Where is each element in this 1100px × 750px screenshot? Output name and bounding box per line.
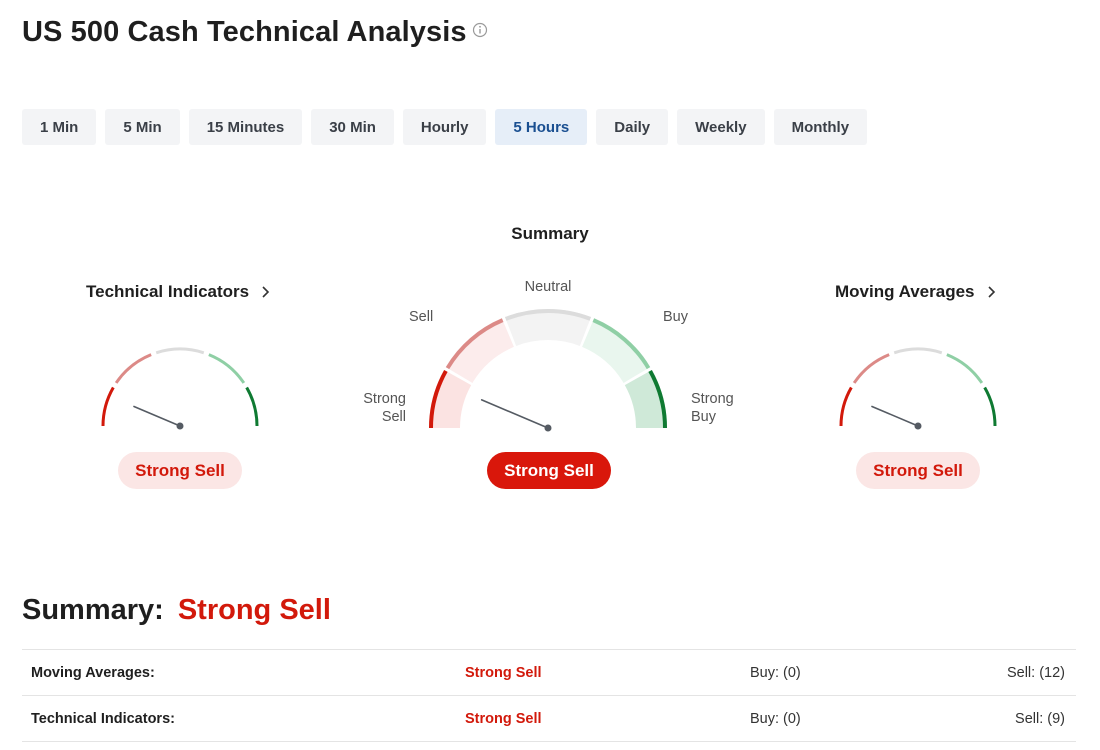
tab-monthly[interactable]: Monthly [773, 109, 868, 145]
gauge-pivot [914, 422, 922, 430]
row-name: Moving Averages: [31, 665, 155, 681]
gauge-band-buy [582, 318, 651, 383]
chevron-right-icon [262, 286, 270, 298]
tab-1-min[interactable]: 1 Min [22, 109, 97, 145]
moving-averages-title: Moving Averages [835, 282, 975, 301]
summary-verdict: Strong Sell [177, 594, 331, 626]
summary-table: Moving Averages: Strong Sell Buy: (0) Se… [22, 649, 1076, 742]
technical-indicators-gauge [101, 347, 259, 430]
row-buy-count: Buy: (0) [750, 711, 801, 727]
gauge-arc-strong-sell [101, 386, 115, 427]
gauge-label-sell: Sell [409, 309, 434, 325]
tab-15-minutes[interactable]: 15 Minutes [188, 109, 303, 145]
tab-hourly[interactable]: Hourly [402, 109, 487, 145]
gauge-needle [480, 399, 549, 429]
gauge-arc-neutral [504, 309, 592, 321]
summary-gauge [429, 309, 667, 432]
tab-daily[interactable]: Daily [596, 109, 669, 145]
tab-30-min[interactable]: 30 Min [311, 109, 394, 145]
page-title: US 500 Cash Technical Analysis [22, 16, 467, 48]
row-sell-count: Sell: (9) [1015, 711, 1065, 727]
gauge-arc-strong-buy [648, 369, 667, 429]
gauge-arc-buy [592, 318, 651, 370]
tab-5-min[interactable]: 5 Min [105, 109, 180, 145]
gauge-band-neutral [504, 309, 592, 346]
summary-gauge-heading: Summary [511, 224, 589, 243]
summary-verdict-badge: Strong Sell [487, 452, 611, 489]
gauge-arc-buy [946, 353, 984, 384]
gauge-label-strong-buy: Strong Buy [691, 391, 734, 425]
gauge-arc-buy [208, 353, 246, 384]
tab-weekly[interactable]: Weekly [677, 109, 765, 145]
tab-5-hours[interactable]: 5 Hours [495, 109, 588, 145]
summary-label: Summary: [22, 594, 164, 626]
gauge-arc-strong-buy [245, 386, 259, 427]
technical-indicators-verdict-badge: Strong Sell [118, 452, 242, 489]
chevron-right-icon [987, 286, 995, 298]
table-row: Moving Averages: Strong Sell Buy: (0) Se… [22, 650, 1076, 696]
gauge-needle [871, 405, 919, 427]
technical-indicators-title: Technical Indicators [86, 282, 250, 301]
gauge-label-neutral: Neutral [524, 279, 572, 295]
gauge-arc-strong-buy [983, 386, 997, 427]
gauge-arc-strong-sell [429, 369, 448, 429]
table-row: Technical Indicators: Strong Sell Buy: (… [22, 696, 1076, 742]
row-sell-count: Sell: (12) [1006, 665, 1065, 681]
gauge-needle [133, 405, 181, 427]
gauge-pivot [544, 424, 552, 432]
gauge-arc-neutral [155, 347, 205, 355]
row-verdict: Strong Sell [465, 665, 542, 681]
gauge-pivot [176, 422, 184, 430]
gauge-label-buy: Buy [663, 309, 688, 325]
gauge-arc-sell [852, 353, 890, 384]
moving-averages-gauge [839, 347, 997, 430]
gauge-arc-neutral [893, 347, 943, 355]
moving-averages-verdict-badge: Strong Sell [856, 452, 980, 489]
gauge-arc-sell [445, 318, 504, 370]
row-verdict: Strong Sell [465, 711, 542, 727]
gauge-arc-sell [114, 353, 152, 384]
moving-averages-link[interactable]: Moving Averages [835, 282, 996, 302]
row-buy-count: Buy: (0) [750, 665, 801, 681]
gauge-band-sell [445, 318, 514, 383]
gauge-arc-strong-sell [839, 386, 853, 427]
gauge-label-strong-sell: Strong Sell [363, 391, 406, 425]
summary-title: Summary: Strong Sell [22, 594, 331, 627]
timeframe-tabs: 1 Min 5 Min 15 Minutes 30 Min Hourly 5 H… [22, 109, 876, 145]
row-name: Technical Indicators: [31, 711, 175, 727]
info-icon[interactable] [472, 22, 488, 38]
technical-indicators-link[interactable]: Technical Indicators [86, 282, 270, 302]
